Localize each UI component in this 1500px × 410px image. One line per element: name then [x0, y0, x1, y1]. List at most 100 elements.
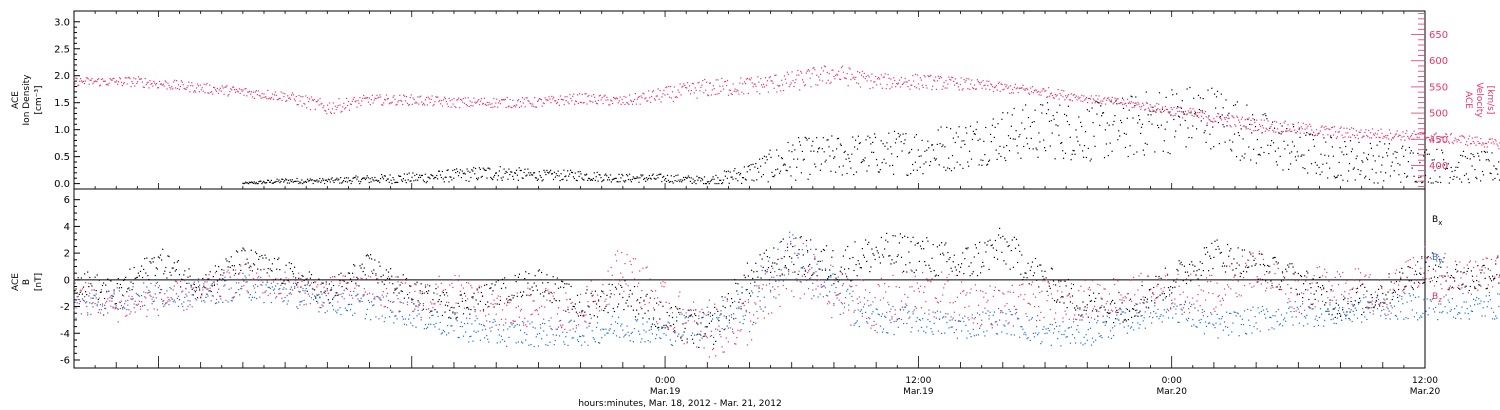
density-point-479	[697, 179, 699, 181]
density-point-573	[786, 170, 788, 172]
velocity-point-145	[211, 91, 213, 93]
velocity-point-344	[400, 99, 402, 101]
velocity-point-1302	[1310, 125, 1312, 127]
velocity-point-919	[946, 87, 948, 89]
velocity-point-1020	[1042, 88, 1044, 90]
density-point-359	[583, 179, 585, 181]
velocity-point-1326	[1333, 134, 1335, 136]
bx-point-1093	[1227, 243, 1229, 246]
bx-point-861	[982, 261, 984, 263]
velocity-point-56	[126, 83, 128, 85]
velocity-point-596	[639, 103, 641, 105]
density-point-1172	[1355, 158, 1357, 160]
velocity-point-259	[319, 98, 321, 100]
velocity-point-801	[834, 78, 836, 80]
velocity-point-693	[731, 93, 733, 96]
density-point-505	[722, 182, 724, 184]
density-point-688	[895, 138, 897, 140]
density-point-589	[801, 150, 803, 152]
bx-point-942	[1067, 278, 1069, 281]
velocity-point-451	[501, 99, 503, 101]
density-point-358	[582, 178, 584, 180]
velocity-point-848	[878, 78, 881, 80]
density-point-204	[436, 174, 438, 177]
density-point-901	[1098, 102, 1100, 104]
density-point-1189	[1371, 168, 1373, 170]
density-point-1275	[1453, 175, 1455, 178]
density-point-503	[720, 179, 722, 181]
bx-point-1064	[1196, 270, 1198, 272]
density-point-456	[675, 174, 677, 177]
density-point-968	[1161, 108, 1163, 110]
velocity-point-334	[390, 102, 392, 104]
density-point-926	[1121, 97, 1124, 99]
density-point-165	[399, 175, 401, 177]
bx-point-654	[763, 252, 765, 254]
bx-point-117	[196, 297, 199, 299]
density-point-920	[1116, 103, 1118, 105]
density-point-848	[1047, 109, 1049, 111]
bx-point-1010	[1139, 310, 1141, 312]
velocity-point-1236	[1247, 127, 1249, 130]
bx-point-150	[231, 265, 233, 267]
bx-point-652	[761, 258, 763, 260]
velocity-point-1160	[1175, 113, 1177, 115]
velocity-point-360	[415, 101, 417, 103]
density-point-762	[966, 132, 968, 134]
velocity-point-567	[612, 102, 614, 105]
density-point-994	[1186, 88, 1188, 90]
density-point-70	[308, 180, 310, 182]
velocity-point-552	[597, 99, 599, 102]
density-point-996	[1188, 136, 1190, 139]
density-point-1157	[1341, 151, 1343, 153]
velocity-point-345	[401, 100, 403, 102]
density-point-556	[770, 156, 772, 158]
bx-point-651	[760, 277, 762, 279]
density-point-351	[575, 179, 577, 181]
density-point-67	[305, 181, 308, 183]
velocity-point-945	[971, 79, 973, 81]
density-point-176	[409, 180, 411, 182]
velocity-point-1118	[1135, 102, 1137, 104]
velocity-point-1397	[1400, 139, 1402, 141]
density-point-1201	[1383, 180, 1385, 182]
density-point-700	[907, 174, 909, 176]
bx-point-1078	[1211, 242, 1213, 244]
velocity-point-119	[186, 87, 188, 89]
velocity-point-463	[513, 105, 515, 107]
velocity-point-1320	[1327, 134, 1329, 136]
density-point-808	[1009, 137, 1011, 139]
velocity-point-1270	[1279, 123, 1281, 125]
density-point-28	[268, 181, 271, 183]
velocity-point-417	[469, 100, 471, 102]
density-point-949	[1143, 154, 1145, 156]
bx-point-128	[208, 290, 210, 292]
bx-point-857	[977, 252, 980, 254]
velocity-point-195	[258, 94, 260, 97]
bx-point-762	[877, 252, 879, 254]
velocity-point-873	[902, 83, 904, 85]
density-point-661	[870, 143, 872, 145]
density-point-735	[940, 126, 942, 128]
bx-point-395	[490, 287, 492, 289]
bx-point-348	[440, 301, 442, 303]
bx-point-972	[1099, 307, 1101, 309]
velocity-point-1295	[1303, 132, 1305, 134]
velocity-point-1354	[1359, 131, 1361, 133]
velocity-point-1149	[1164, 105, 1167, 108]
velocity-point-847	[878, 77, 880, 79]
velocity-point-31	[102, 80, 104, 82]
bx-point-335	[427, 292, 429, 294]
velocity-point-674	[713, 88, 715, 90]
velocity-point-394	[447, 105, 449, 108]
density-point-953	[1147, 114, 1149, 116]
velocity-point-963	[988, 80, 990, 82]
bx-point-169	[251, 270, 253, 272]
density-point-719	[925, 161, 927, 163]
density-point-191	[423, 181, 425, 183]
density-point-618	[829, 155, 831, 157]
velocity-point-434	[485, 104, 487, 106]
density-point-166	[400, 175, 402, 177]
velocity-point-1322	[1329, 128, 1331, 130]
bx-point-454	[552, 276, 554, 278]
